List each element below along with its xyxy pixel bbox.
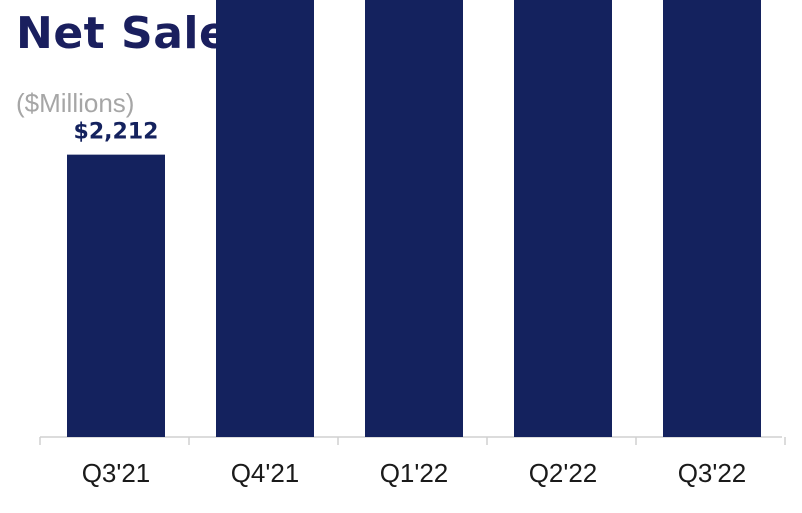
bar	[365, 0, 463, 437]
bar	[216, 0, 314, 438]
chart-subtitle: ($Millions)	[16, 88, 135, 118]
chart-title: Net Sales	[16, 8, 257, 59]
bar	[514, 0, 612, 437]
bar	[663, 0, 761, 438]
x-tick-label: Q3'22	[678, 458, 747, 488]
x-tick-label: Q1'22	[380, 458, 449, 488]
x-tick-label: Q3'21	[82, 458, 151, 488]
x-tick-label: Q2'22	[529, 458, 598, 488]
x-tick-label: Q4'21	[231, 458, 300, 488]
bar	[67, 154, 165, 437]
data-label: $2,212	[74, 120, 159, 145]
